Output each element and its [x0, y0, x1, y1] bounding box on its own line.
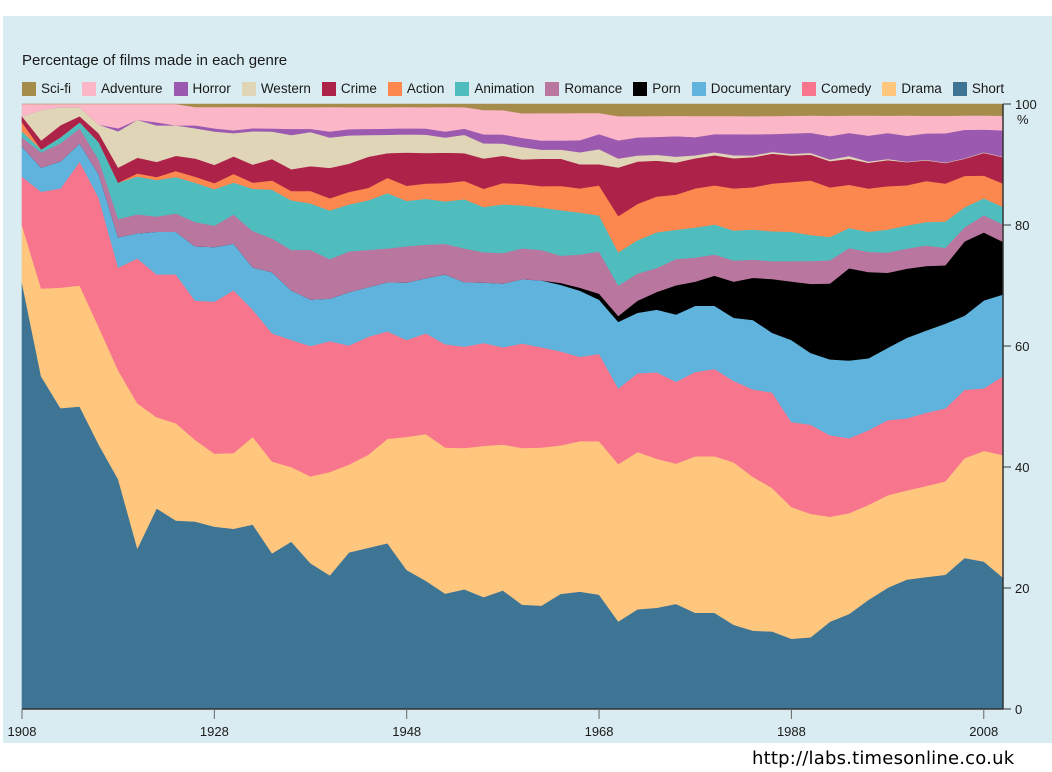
- legend-swatch: [455, 81, 470, 96]
- legend-label: Drama: [901, 81, 942, 96]
- legend-label: Western: [260, 81, 311, 96]
- legend-label: Crime: [340, 81, 377, 96]
- legend-label: Romance: [564, 81, 623, 96]
- legend-swatch: [691, 81, 706, 96]
- legend-item-porn: Porn: [633, 81, 681, 96]
- legend-swatch: [321, 81, 336, 96]
- legend-item-drama: Drama: [882, 81, 942, 96]
- legend-swatch: [241, 81, 256, 96]
- legend-label: Sci-fi: [41, 81, 71, 96]
- legend-swatch: [22, 81, 36, 96]
- y-tick-label: 0: [1015, 702, 1022, 717]
- legend-item-sci-fi: Sci-fi: [22, 81, 71, 96]
- legend-item-adventure: Adventure: [82, 81, 163, 96]
- legend-item-comedy: Comedy: [802, 81, 871, 96]
- y-tick-label: 20: [1015, 581, 1029, 596]
- x-tick-label: 1908: [8, 724, 37, 739]
- legend-label: Comedy: [821, 81, 872, 96]
- legend-swatch: [882, 81, 897, 96]
- y-tick-label: 100: [1015, 97, 1037, 112]
- chart-title: Percentage of films made in each genre: [22, 52, 288, 69]
- legend-swatch: [633, 81, 648, 96]
- legend-swatch: [82, 81, 96, 96]
- area-layers: [21, 103, 1004, 710]
- legend-item-short: Short: [952, 81, 1005, 96]
- y-tick-label: 60: [1015, 339, 1029, 354]
- axes: 0 20 40 60 80 100% 1908 1928 1948 1968 1988 2008: [8, 97, 1037, 739]
- legend-label: Action: [406, 81, 445, 96]
- legend-item-romance: Romance: [545, 81, 622, 96]
- legend-swatch: [387, 81, 402, 96]
- x-tick-label: 1988: [777, 724, 806, 739]
- legend-label: Animation: [474, 81, 535, 96]
- chart-legend: Sci-fi Adventure Horror Western Crime Action A…: [22, 81, 1015, 96]
- x-tick-label: 1928: [200, 724, 229, 739]
- legend-swatch: [545, 81, 560, 96]
- legend-swatch: [173, 81, 188, 96]
- legend-item-animation: Animation: [455, 81, 534, 96]
- source-url[interactable]: http://labs.timesonline.co.uk: [752, 748, 1015, 769]
- legend-item-horror: Horror: [173, 81, 231, 96]
- legend-label: Porn: [652, 81, 681, 96]
- x-tick-label: 2008: [969, 724, 998, 739]
- legend-item-documentary: Documentary: [691, 81, 792, 96]
- y-tick-label: 80: [1015, 218, 1029, 233]
- legend-label: Documentary: [710, 81, 792, 96]
- x-tick-label: 1968: [585, 724, 614, 739]
- y-tick-label: 40: [1015, 460, 1029, 475]
- legend-swatch: [952, 81, 967, 96]
- legend-item-action: Action: [387, 81, 445, 96]
- legend-item-crime: Crime: [321, 81, 377, 96]
- y-unit-label: %: [1017, 112, 1029, 127]
- legend-item-western: Western: [241, 81, 311, 96]
- legend-swatch: [802, 81, 817, 96]
- legend-label: Short: [971, 81, 1005, 96]
- x-tick-label: 1948: [392, 724, 421, 739]
- legend-label: Adventure: [101, 81, 163, 96]
- legend-label: Horror: [192, 81, 231, 96]
